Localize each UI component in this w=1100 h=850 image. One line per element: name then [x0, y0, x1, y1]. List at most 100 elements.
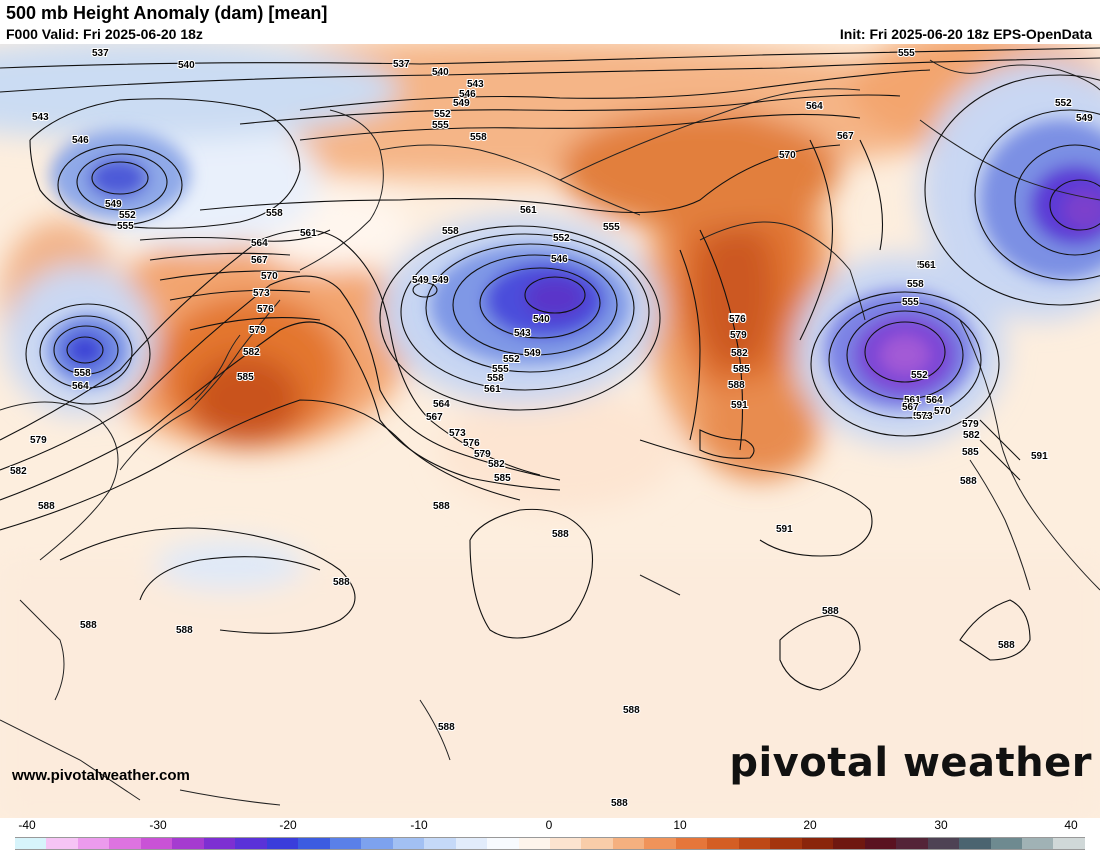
colorbar-tick: -40 [18, 818, 36, 832]
contour-label: 582 [488, 459, 505, 470]
contour-label: 567 [902, 402, 919, 413]
map-title: 500 mb Height Anomaly (dam) [mean] [6, 3, 328, 23]
contour-label: 549 [453, 98, 470, 109]
contour-label: 588 [38, 501, 55, 512]
contour-label: 582 [243, 347, 260, 358]
contour-label: 555 [432, 120, 449, 131]
contour-label: 540 [432, 67, 449, 78]
contour-label: 564 [251, 238, 268, 249]
contour-label: 552 [434, 109, 451, 120]
contour-label: 588 [960, 476, 977, 487]
colorbar-swatch [77, 838, 110, 849]
colorbar-swatch [959, 838, 991, 849]
colorbar-swatch [801, 838, 834, 849]
colorbar-ticks: -40 -30 -20 -10 0 10 20 30 40 [0, 818, 1100, 836]
contour-label: 582 [731, 348, 748, 359]
contour-label: 585 [237, 372, 254, 383]
contour-label: 591 [731, 400, 748, 411]
contour-label: 564 [433, 399, 450, 410]
contour-label: 552 [119, 210, 136, 221]
contour-label: 561 [484, 384, 501, 395]
contour-label: 573 [253, 288, 270, 299]
contour-label: 588 [960, 476, 977, 487]
contour-label: 579 [30, 435, 47, 446]
contour-label: 552 [1055, 98, 1072, 109]
colorbar-swatch [738, 838, 771, 849]
contour-label: 591 [1032, 451, 1049, 462]
anomaly-shading [0, 44, 1100, 818]
contour-label: 588 [433, 501, 450, 512]
contour-label: 570 [261, 271, 278, 282]
contour-label: 570 [934, 406, 951, 417]
contour-label: 567 [837, 131, 854, 142]
colorbar [15, 837, 1085, 850]
contour-label: 579 [474, 449, 491, 460]
contour-label: 585 [962, 447, 979, 458]
contour-label: 537 [92, 48, 109, 59]
colorbar-tick: 0 [545, 818, 553, 832]
height-contours [0, 47, 1100, 691]
contour-label: 558 [487, 373, 504, 384]
contour-label: 564 [806, 101, 823, 112]
colorbar-swatch [361, 838, 393, 849]
colorbar-tick: -30 [149, 818, 167, 832]
colorbar-tick: 20 [803, 818, 817, 832]
contour-labels: 537 537 540 540 543 543 546 546 549 549 … [9, 47, 1094, 810]
contour-label: 588 [611, 798, 628, 809]
colorbar-swatch [770, 838, 802, 849]
contour-label: 564 [926, 395, 943, 406]
contour-label: 552 [553, 233, 570, 244]
contour-label: 567 [426, 412, 443, 423]
colorbar-swatch [1022, 838, 1054, 849]
colorbar-tick: -10 [410, 818, 428, 832]
contour-label: 564 [926, 395, 943, 406]
contour-label: 552 [911, 370, 928, 381]
colorbar-swatch [707, 838, 739, 849]
contour-label: 564 [72, 381, 89, 392]
contour-label: 540 [178, 60, 195, 71]
colorbar-tick: -20 [279, 818, 297, 832]
colorbar-swatch [612, 838, 645, 849]
colorbar-swatch [46, 838, 78, 849]
contour-label: 591 [776, 524, 793, 535]
contour-label: 582 [963, 430, 980, 441]
colorbar-swatch [644, 838, 676, 849]
contour-label: 573 [916, 411, 933, 422]
website-label[interactable]: www.pivotalweather.com [12, 767, 190, 784]
contour-label: 591 [1031, 451, 1048, 462]
contour-label: 588 [822, 606, 839, 617]
height-anomaly-map[interactable]: 537 537 540 540 543 543 546 546 549 549 … [0, 44, 1100, 818]
colorbar-swatch [109, 838, 141, 849]
contour-label: 588 [552, 529, 569, 540]
colorbar-swatch [833, 838, 865, 849]
contour-label: 555 [603, 222, 620, 233]
contour-label: 555 [898, 48, 915, 59]
colorbar-tick: 40 [1064, 818, 1078, 832]
contour-label: 558 [442, 226, 459, 237]
contour-label: 576 [729, 314, 746, 325]
contour-label: 588 [80, 620, 97, 631]
coastlines [0, 59, 1100, 806]
contour-label: 561 [904, 395, 921, 406]
contour-label: 585 [732, 364, 749, 375]
contour-label: 576 [463, 438, 480, 449]
contour-label: 591 [731, 400, 748, 411]
contour-label: 549 [1076, 113, 1093, 124]
contour-label: 549 [412, 275, 429, 286]
contour-label: 558 [470, 132, 487, 143]
contour-label: 546 [72, 135, 89, 146]
contour-label: 558 [74, 368, 91, 379]
contour-label: 579 [962, 419, 979, 430]
colorbar-swatch [298, 838, 330, 849]
contour-label: 558 [907, 279, 924, 290]
colorbar-swatch [990, 838, 1022, 849]
contour-label: 561 [520, 205, 537, 216]
map-header: 500 mb Height Anomaly (dam) [mean] F000 … [0, 0, 1100, 44]
colorbar-swatch [424, 838, 456, 849]
contour-label: 567 [251, 255, 268, 266]
colorbar-tick: 30 [934, 818, 948, 832]
contour-label: 576 [257, 304, 274, 315]
colorbar-swatch [927, 838, 960, 849]
contour-label: 561 [300, 228, 317, 239]
init-time: Init: Fri 2025-06-20 18z EPS-OpenData [839, 26, 1092, 42]
